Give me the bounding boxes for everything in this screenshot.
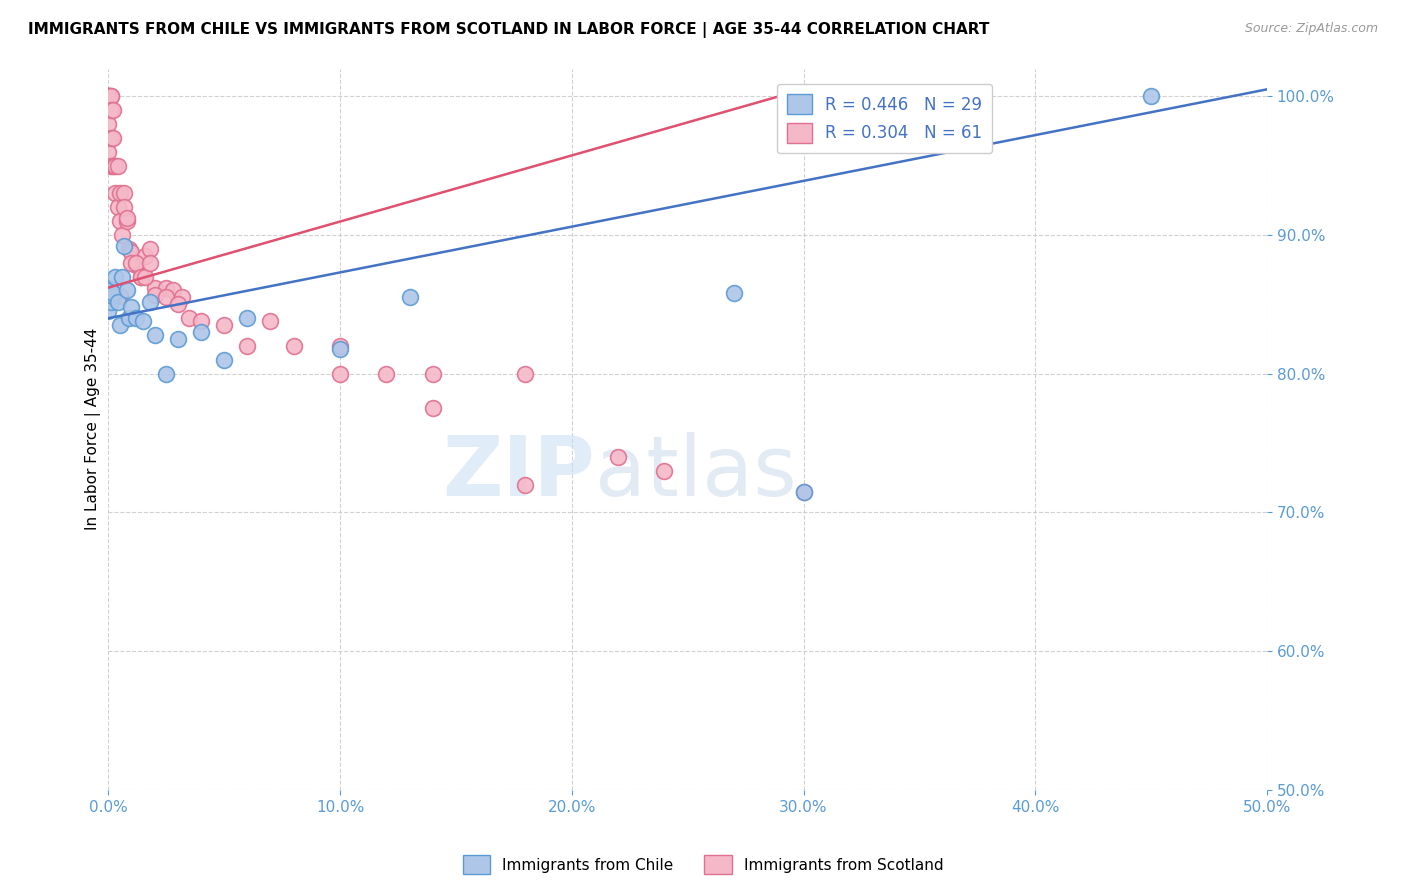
Point [329,339,352,353]
Point [101,286,124,301]
Point [100,159,122,173]
Y-axis label: In Labor Force | Age 35-44: In Labor Force | Age 35-44 [86,328,101,531]
Point [97,281,120,295]
Point [97,89,120,103]
Point [118,242,141,256]
Point [190,314,212,328]
Point [129,269,152,284]
Point [107,294,129,309]
Point [104,269,127,284]
Point [120,256,142,270]
Point [125,259,148,273]
Point [129,269,152,284]
Point [115,211,138,226]
Point [134,249,156,263]
Point [792,484,814,499]
Point [515,367,537,381]
Point [100,131,122,145]
Point [723,286,745,301]
Point [120,300,142,314]
Point [283,339,305,353]
Point [104,186,127,201]
Point [100,103,122,117]
Point [97,290,120,304]
Point [125,256,148,270]
Point [143,327,166,342]
Point [118,311,141,326]
Text: Source: ZipAtlas.com: Source: ZipAtlas.com [1244,22,1378,36]
Point [179,311,201,326]
Point [398,290,420,304]
Point [108,318,131,333]
Point [139,256,162,270]
Point [139,242,162,256]
Point [125,311,148,326]
Point [155,281,177,295]
Point [166,297,188,311]
Point [155,290,177,304]
Point [108,186,131,201]
Point [166,332,188,346]
Point [100,89,122,103]
Point [654,464,676,478]
Point [155,367,177,381]
Point [190,325,212,339]
Point [115,284,138,298]
Point [108,289,131,303]
Point [104,159,127,173]
Point [101,159,124,173]
Legend: Immigrants from Chile, Immigrants from Scotland: Immigrants from Chile, Immigrants from S… [457,849,949,880]
Point [97,89,120,103]
Point [100,89,122,103]
Point [162,284,184,298]
Point [143,281,166,295]
Point [212,352,235,367]
Point [515,477,537,491]
Point [236,339,259,353]
Point [100,294,122,309]
Point [97,117,120,131]
Point [607,450,630,464]
Point [97,89,120,103]
Point [329,342,352,356]
Point [134,269,156,284]
Point [111,269,134,284]
Point [375,367,398,381]
Point [259,314,281,328]
Point [329,367,352,381]
Point [107,159,129,173]
Point [101,131,124,145]
Point [111,227,134,242]
Point [114,200,136,214]
Point [422,367,444,381]
Point [172,290,194,304]
Point [114,186,136,201]
Text: ZIP: ZIP [443,432,595,513]
Point [101,289,124,303]
Point [120,244,142,259]
Legend: R = 0.446   N = 29, R = 0.304   N = 61: R = 0.446 N = 29, R = 0.304 N = 61 [776,84,993,153]
Point [108,214,131,228]
Point [132,314,155,328]
Point [100,284,122,298]
Point [115,214,138,228]
Point [143,287,166,301]
Point [792,484,814,499]
Point [97,304,120,318]
Text: IMMIGRANTS FROM CHILE VS IMMIGRANTS FROM SCOTLAND IN LABOR FORCE | AGE 35-44 COR: IMMIGRANTS FROM CHILE VS IMMIGRANTS FROM… [28,22,990,38]
Point [97,89,120,103]
Point [236,311,259,326]
Point [422,401,444,416]
Point [1140,89,1163,103]
Text: atlas: atlas [595,432,797,513]
Point [97,89,120,103]
Point [114,239,136,253]
Point [101,103,124,117]
Point [97,145,120,159]
Point [212,318,235,333]
Point [107,200,129,214]
Point [139,294,162,309]
